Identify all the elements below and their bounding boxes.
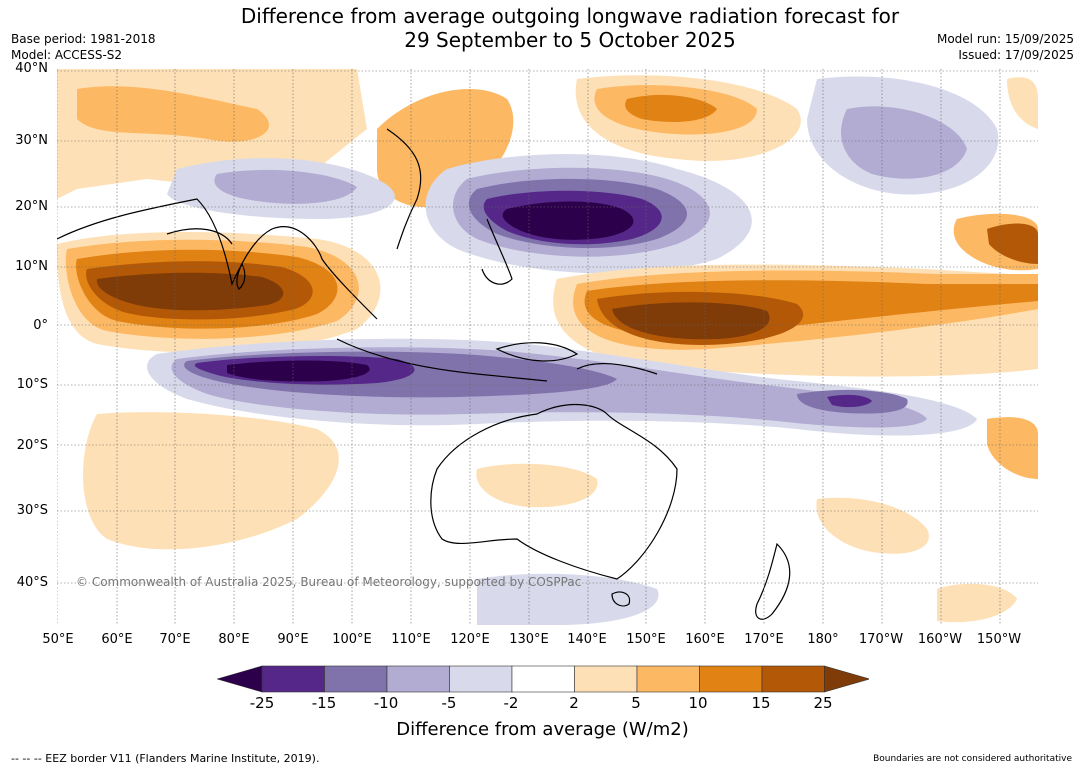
issued-date: Issued: 17/09/2025 [958, 48, 1074, 62]
lon-label-120e: 120°E [450, 632, 490, 647]
lon-label-150w: 150°W [976, 632, 1022, 647]
lon-label-170w: 170°W [858, 632, 904, 647]
model-run: Model run: 15/09/2025 [936, 32, 1074, 46]
anomaly-map [57, 69, 1038, 625]
lon-label-90e: 90°E [277, 632, 309, 647]
colorbar-tick: -2 [503, 694, 519, 712]
lon-label-160w: 160°W [917, 632, 963, 647]
title-line-2: 29 September to 5 October 2025 [404, 28, 736, 52]
colorbar-tick: -5 [441, 694, 457, 712]
lat-label-10n: 10°N [15, 259, 48, 274]
graticule [57, 69, 1038, 625]
lon-label-130e: 130°E [509, 632, 549, 647]
copyright-notice: © Commonwealth of Australia 2025, Bureau… [76, 575, 582, 589]
meta-right: Model run: 15/09/2025 Issued: 17/09/2025 [937, 31, 1074, 63]
lon-label-140e: 140°E [567, 632, 607, 647]
lon-label-170e: 170°E [744, 632, 784, 647]
colorbar-cell [449, 665, 513, 693]
base-period: Base period: 1981-2018 [11, 32, 156, 46]
lat-label-30s: 30°S [16, 503, 48, 518]
colorbar-cell [636, 665, 700, 693]
colorbar-tick: -25 [249, 694, 275, 712]
colorbar-tick: 5 [631, 694, 641, 712]
lon-label-160e: 160°E [685, 632, 725, 647]
boundaries-disclaimer: Boundaries are not considered authoritat… [873, 754, 1072, 764]
anomaly-fields [57, 69, 1038, 625]
lon-label-60e: 60°E [101, 632, 133, 647]
coastlines [57, 128, 791, 620]
colorbar-cell [386, 665, 450, 693]
colorbar-cell [261, 665, 325, 693]
colorbar-tick: -15 [311, 694, 337, 712]
lat-label-20n: 20°N [15, 199, 48, 214]
lon-label-80e: 80°E [218, 632, 250, 647]
lat-label-40n: 40°N [15, 61, 48, 76]
title-line-1: Difference from average outgoing longwav… [240, 4, 900, 28]
colorbar-cell [699, 665, 763, 693]
lon-label-110e: 110°E [391, 632, 431, 647]
colorbar-cell [324, 665, 388, 693]
lat-label-40s: 40°S [16, 575, 48, 590]
lat-label-10s: 10°S [16, 377, 48, 392]
colorbar-cell [761, 665, 825, 693]
lat-label-20s: 20°S [16, 438, 48, 453]
colorbar-cell [511, 665, 575, 693]
lat-label-30n: 30°N [15, 133, 48, 148]
colorbar-extend-low [217, 665, 263, 693]
map-title: Difference from average outgoing longwav… [0, 4, 1085, 52]
lon-label-70e: 70°E [159, 632, 191, 647]
colorbar-cell [574, 665, 638, 693]
lon-label-150e: 150°E [626, 632, 666, 647]
colorbar-tick: 10 [688, 694, 708, 712]
colorbar-tick: 15 [751, 694, 771, 712]
lat-label-0: 0° [33, 318, 48, 333]
meta-left: Base period: 1981-2018 Model: ACCESS-S2 [11, 31, 156, 63]
colorbar-label: Difference from average (W/m2) [396, 719, 689, 740]
model-name: Model: ACCESS-S2 [11, 48, 123, 62]
colorbar-extend-high [824, 665, 869, 693]
lon-label-100e: 100°E [332, 632, 372, 647]
colorbar-tick: 25 [813, 694, 833, 712]
colorbar-tick: 2 [569, 694, 579, 712]
lon-label-180: 180° [807, 632, 839, 647]
colorbar [217, 665, 869, 693]
eez-border-note: -- -- -- EEZ border V11 (Flanders Marine… [11, 752, 320, 765]
colorbar-tick: -10 [373, 694, 399, 712]
lon-label-50e: 50°E [42, 632, 74, 647]
